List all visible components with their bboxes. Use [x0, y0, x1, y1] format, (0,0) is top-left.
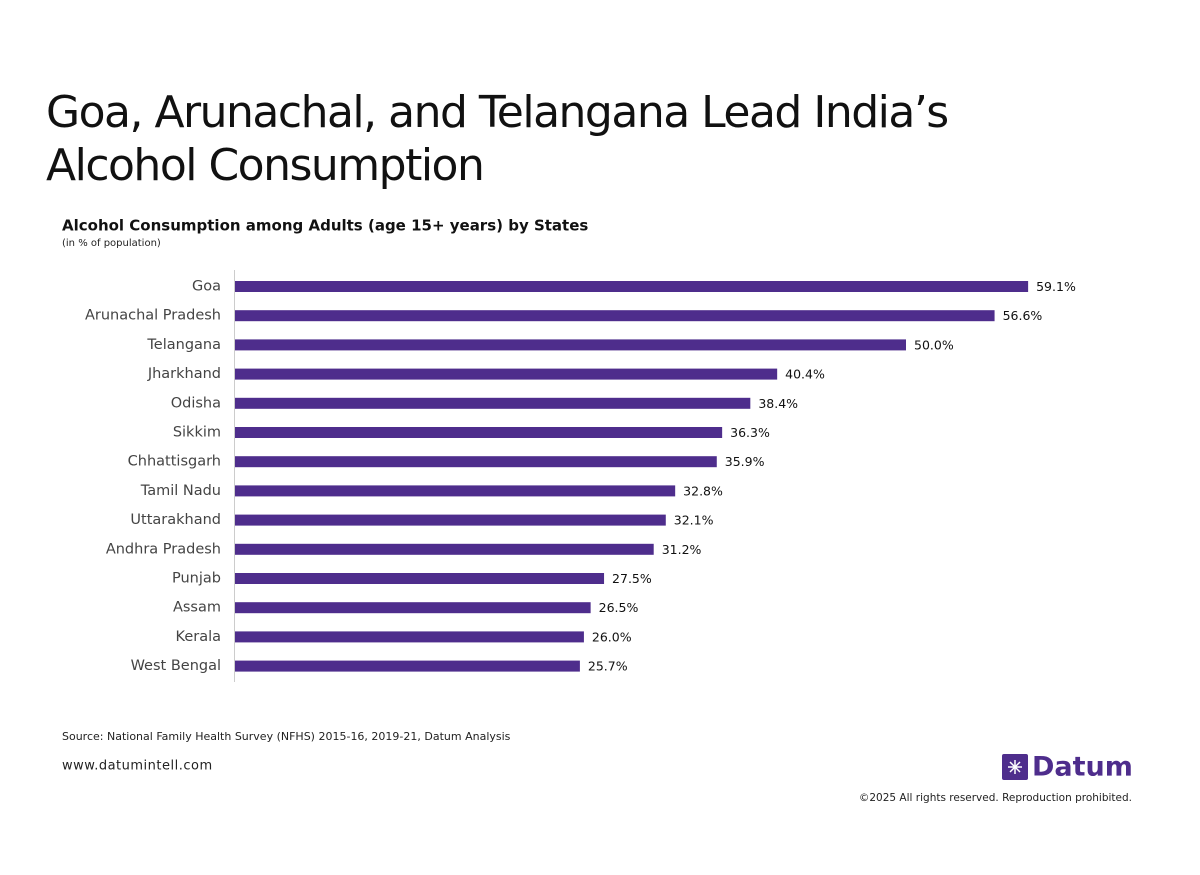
value-label: 36.3% — [730, 425, 770, 440]
bar — [235, 631, 584, 643]
value-label: 40.4% — [785, 367, 825, 382]
chart-title: Alcohol Consumption among Adults (age 15… — [62, 217, 588, 235]
bar — [235, 660, 580, 672]
category-label: Arunachal Pradesh — [85, 308, 221, 324]
category-label: Goa — [192, 279, 221, 295]
logo-text: Datum — [1032, 752, 1133, 783]
value-label: 27.5% — [612, 571, 652, 586]
category-label: Tamil Nadu — [140, 483, 221, 499]
value-label: 32.8% — [683, 483, 723, 498]
page-title: Goa, Arunachal, and Telangana Lead India… — [46, 87, 949, 191]
value-label: 25.7% — [588, 659, 628, 674]
bars: Goa 59.1% Arunachal Pradesh 56.6% Telangana 5… — [85, 279, 1076, 675]
value-label: 31.2% — [662, 542, 702, 557]
category-label: Uttarakhand — [130, 512, 221, 528]
value-label: 38.4% — [758, 396, 798, 411]
bar — [235, 573, 605, 584]
bar — [235, 427, 723, 438]
category-label: Jharkhand — [147, 366, 221, 382]
bar — [235, 602, 591, 614]
value-label: 32.1% — [674, 513, 714, 528]
logo-icon-mark — [1008, 760, 1022, 774]
bar — [235, 543, 654, 555]
category-label: Telangana — [146, 337, 221, 353]
value-label: 26.5% — [599, 600, 639, 615]
value-label: 50.0% — [914, 337, 954, 352]
bar — [235, 397, 751, 409]
copyright: ©2025 All rights reserved. Reproduction … — [859, 792, 1132, 804]
category-label: West Bengal — [131, 658, 221, 674]
category-label: Punjab — [172, 571, 221, 587]
bar — [235, 514, 666, 526]
bar — [235, 310, 995, 322]
website: www.datumintell.com — [62, 759, 213, 774]
bar — [235, 339, 906, 351]
value-label: 26.0% — [592, 629, 632, 644]
category-label: Chhattisgarh — [128, 454, 221, 470]
value-label: 56.6% — [1003, 308, 1043, 323]
bar — [235, 456, 717, 468]
value-label: 35.9% — [725, 454, 765, 469]
bar — [235, 368, 778, 380]
category-label: Odisha — [171, 395, 221, 411]
category-label: Assam — [173, 600, 221, 616]
bar — [235, 281, 1029, 292]
value-label: 59.1% — [1036, 279, 1076, 294]
category-label: Andhra Pradesh — [106, 541, 221, 557]
bar — [235, 485, 676, 497]
source: Source: National Family Health Survey (N… — [62, 730, 511, 743]
category-label: Kerala — [176, 629, 221, 645]
category-label: Sikkim — [173, 425, 221, 441]
chart-subtitle: (in % of population) — [62, 238, 161, 249]
title-box: Goa, Arunachal, and Telangana Lead India… — [46, 87, 949, 191]
